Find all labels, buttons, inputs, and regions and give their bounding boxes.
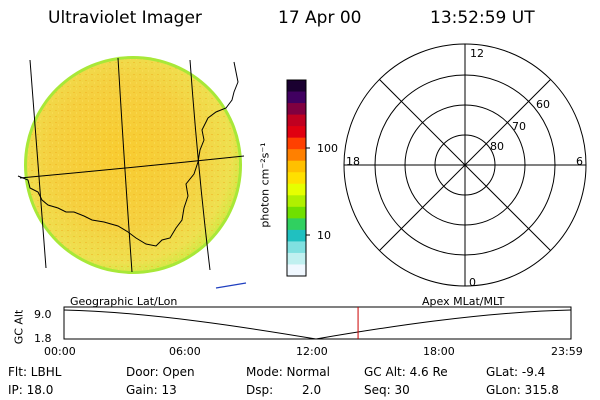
colorbar-segment — [287, 103, 306, 116]
polar-diagonal-b — [379, 79, 551, 251]
timeline-frame — [63, 306, 572, 340]
dsp-value: 2.0 — [302, 383, 322, 397]
timeline-xtick-1200: 12:00 — [296, 345, 328, 358]
colorbar-segment — [287, 91, 306, 104]
seq-info: Seq: 30 — [364, 383, 410, 397]
colorbar-tick-100: 100 — [317, 142, 338, 155]
colorbar-tick-10: 10 — [317, 229, 331, 242]
colorbar-segment — [287, 264, 306, 277]
lat-label-70: 70 — [512, 120, 526, 133]
colorbar-segment — [287, 195, 306, 208]
timeline-xtick-1800: 18:00 — [423, 345, 455, 358]
lat-label-60: 60 — [536, 98, 550, 111]
colorbar-segment — [287, 252, 306, 265]
observation-date: 17 Apr 00 — [278, 8, 362, 28]
filter-info: Flt: LBHL — [8, 365, 62, 379]
colorbar-segment — [287, 80, 306, 93]
mode-info: Mode: Normal — [246, 365, 330, 379]
colorbar-segment — [287, 183, 306, 196]
glat-info: GLat: -9.4 — [486, 365, 546, 379]
altitude-curve — [63, 309, 572, 340]
colorbar-segment — [287, 229, 306, 242]
timeline-left-title: Geographic Lat/Lon — [70, 295, 178, 308]
mlt-label-18: 18 — [346, 155, 360, 168]
colorbar-segment — [287, 241, 306, 254]
colorbar-segment — [287, 126, 306, 139]
timeline-ytick-bottom: 1.8 — [34, 332, 52, 345]
instrument-title: Ultraviolet Imager — [48, 8, 202, 28]
door-info: Door: Open — [126, 365, 195, 379]
lat-lon-grid — [19, 57, 245, 273]
colorbar-segment — [287, 160, 306, 173]
orbit-segment — [215, 282, 247, 289]
colorbar-segment — [287, 137, 306, 150]
ip-info: IP: 18.0 — [8, 383, 54, 397]
timeline-right-title: Apex MLat/MLT — [422, 295, 505, 308]
mlt-label-0: 0 — [469, 276, 476, 289]
timeline-xtick-0600: 06:00 — [169, 345, 201, 358]
coastline — [17, 61, 239, 247]
timeline-xtick-0000: 00:00 — [44, 345, 76, 358]
colorbar-segment — [287, 218, 306, 231]
lat-label-80: 80 — [490, 140, 504, 153]
mlt-label-6: 6 — [576, 155, 583, 168]
colorbar-segment — [287, 114, 306, 127]
glon-info: GLon: 315.8 — [486, 383, 559, 397]
gain-info: Gain: 13 — [126, 383, 177, 397]
colorbar-frame — [286, 79, 307, 277]
observation-time: 13:52:59 UT — [430, 8, 535, 28]
dsp-label: Dsp: — [246, 383, 274, 397]
colorbar-segment — [287, 206, 306, 219]
timeline-xtick-2359: 23:59 — [551, 345, 583, 358]
gc-alt-info: GC Alt: 4.6 Re — [364, 365, 448, 379]
colorbar-segment — [287, 149, 306, 162]
mlt-label-12: 12 — [470, 47, 484, 60]
colorbar-segment — [287, 172, 306, 185]
timeline-ytick-top: 9.0 — [34, 308, 52, 321]
